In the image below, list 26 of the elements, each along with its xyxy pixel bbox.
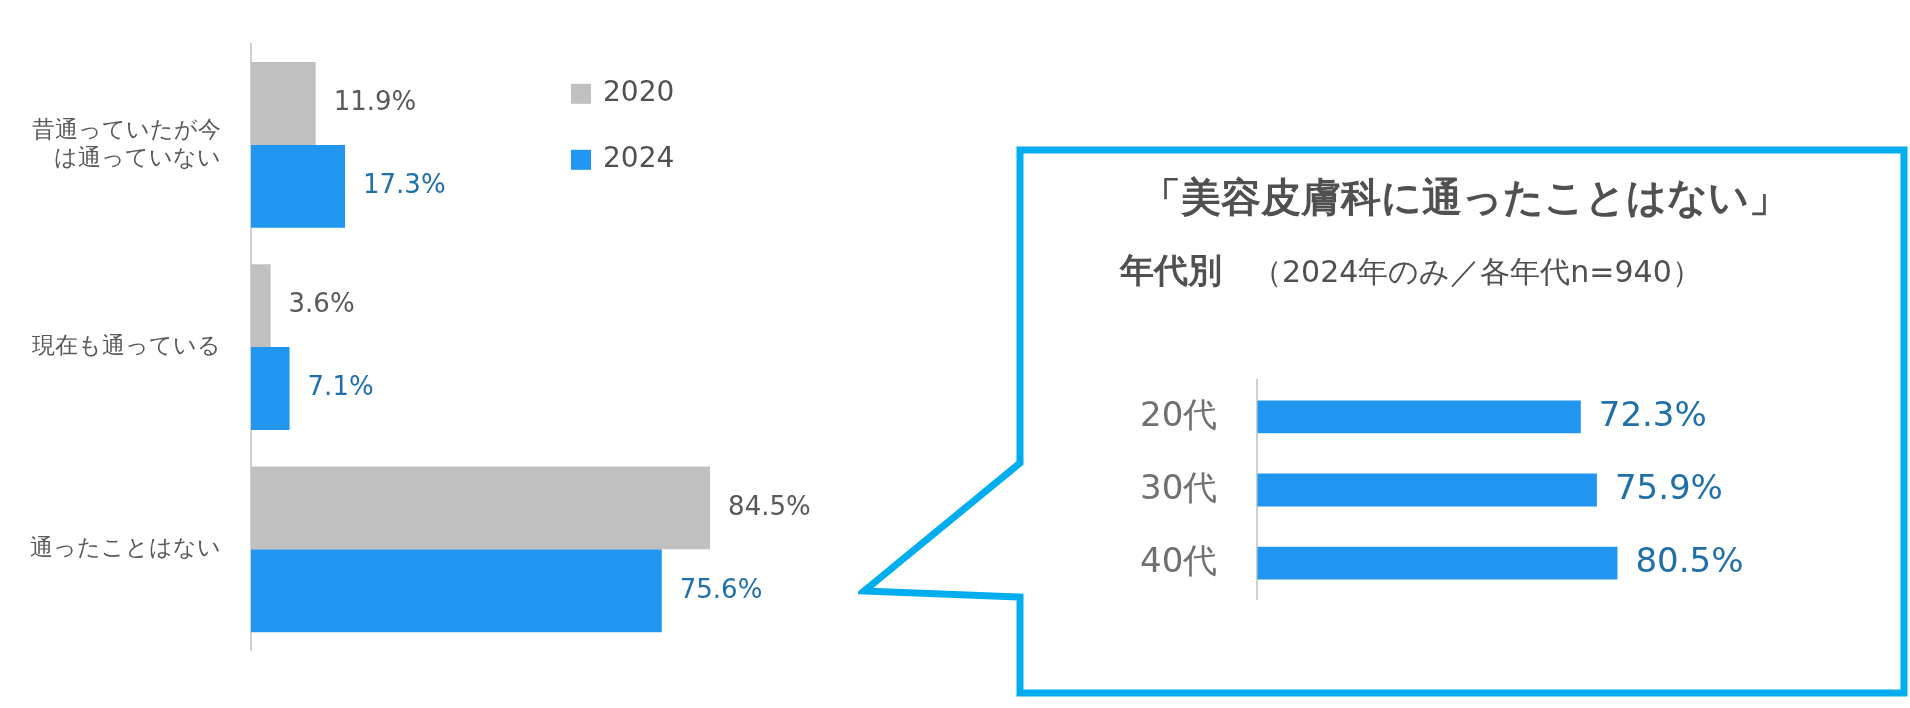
data-label: 17.3% xyxy=(363,169,446,200)
y-tick-label: 通ったことはない xyxy=(30,534,221,561)
y-tick-label: 現在も通っている xyxy=(32,332,221,359)
data-label: 80.5% xyxy=(1635,539,1744,580)
y-tick-label: 20代 xyxy=(1140,393,1218,434)
bar xyxy=(251,264,271,348)
bar xyxy=(251,347,290,430)
y-tick-label: 昔通っていたが今は通っていない xyxy=(32,116,221,170)
y-tick-label: 40代 xyxy=(1140,539,1218,580)
bar xyxy=(251,144,345,228)
data-label: 72.3% xyxy=(1598,393,1707,434)
legend-label: 2020 xyxy=(603,75,675,109)
data-label: 11.9% xyxy=(333,86,417,117)
data-label: 75.6% xyxy=(679,573,763,604)
data-label: 7.1% xyxy=(307,371,374,402)
chart-subtitle: 年代別 xyxy=(1120,250,1222,290)
bar xyxy=(251,549,662,633)
y-tick-label: 30代 xyxy=(1140,466,1218,507)
data-label: 75.9% xyxy=(1614,466,1723,507)
legend-label: 2024 xyxy=(603,141,675,175)
data-label: 3.6% xyxy=(288,288,355,319)
text: （2024年のみ／各年代n=940） xyxy=(1252,254,1702,289)
data-label: 84.5% xyxy=(728,490,811,521)
chart-title: 「美容皮膚科に通ったことはない」 xyxy=(1140,173,1790,222)
bar xyxy=(251,62,316,145)
bar xyxy=(251,466,711,550)
